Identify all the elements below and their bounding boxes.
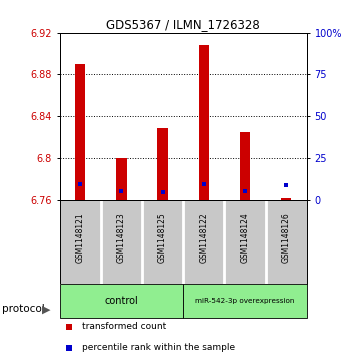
Bar	[183, 284, 307, 318]
Text: protocol: protocol	[2, 304, 44, 314]
Bar	[75, 64, 85, 200]
Text: GSM1148124: GSM1148124	[240, 212, 249, 263]
Bar	[116, 158, 127, 200]
Title: GDS5367 / ILMN_1726328: GDS5367 / ILMN_1726328	[106, 19, 260, 32]
Bar	[60, 284, 183, 318]
Bar	[157, 128, 168, 200]
Bar	[199, 45, 209, 200]
Bar	[240, 132, 250, 200]
Text: GSM1148122: GSM1148122	[199, 212, 208, 263]
Text: control: control	[105, 295, 138, 306]
Bar	[281, 198, 291, 200]
Text: GSM1148123: GSM1148123	[117, 212, 126, 263]
Text: GSM1148126: GSM1148126	[282, 212, 291, 263]
Text: GSM1148125: GSM1148125	[158, 212, 167, 263]
Text: GSM1148121: GSM1148121	[76, 212, 85, 263]
Text: miR-542-3p overexpression: miR-542-3p overexpression	[195, 298, 295, 303]
Text: transformed count: transformed count	[82, 322, 166, 331]
Text: percentile rank within the sample: percentile rank within the sample	[82, 343, 235, 352]
Text: ▶: ▶	[42, 304, 50, 314]
